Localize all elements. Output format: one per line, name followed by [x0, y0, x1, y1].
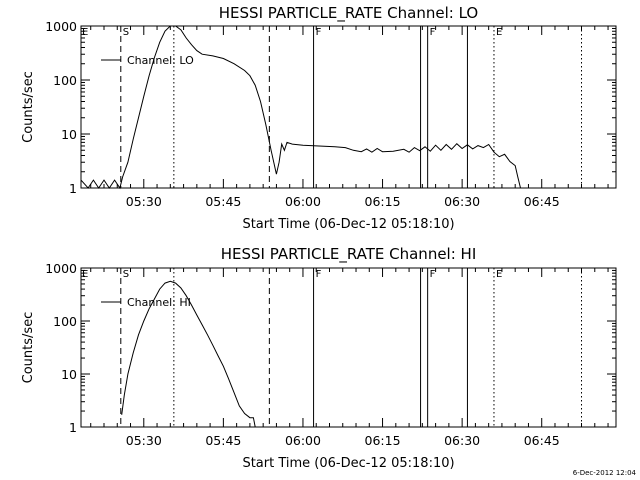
panel-1-y-axis-label: Counts/sec	[21, 71, 36, 143]
panel-1: HESSI PARTICLE_RATE Channel: LO 1 10 100 100…	[21, 4, 617, 232]
panel-1-x-tick-label: 06:00	[285, 194, 321, 209]
panel-2-left-flag: E	[82, 269, 88, 280]
panel-2-y-axis-label: Counts/sec	[21, 312, 36, 384]
panel-2-event-flag-6: F	[430, 269, 436, 280]
panel-1-event-flag-6: F	[430, 27, 436, 38]
panel-2-legend-label: Channel: HI	[127, 296, 191, 309]
panel-1-title: HESSI PARTICLE_RATE Channel: LO	[219, 4, 478, 23]
panel-1-x-tick-label: 06:45	[524, 194, 560, 209]
panel-2-y-tick-label: 10	[61, 367, 77, 382]
panel-1-y-tick-label: 1	[69, 181, 77, 196]
panel-1-series-line-1	[80, 25, 521, 190]
panel-2-frame	[80, 267, 617, 428]
panel-1-left-flag: E	[82, 27, 88, 38]
panel-2-x-tick-label: 06:15	[365, 433, 401, 448]
panel-1-x-tick-label: 06:30	[444, 194, 480, 209]
panel-1-y-tick-label: 100	[53, 73, 77, 88]
panel-1-x-tick-label: 05:30	[126, 194, 162, 209]
panel-2-series-line-1	[121, 280, 256, 428]
panel-2: HESSI PARTICLE_RATE Channel: HI 1 10 100 100…	[21, 245, 617, 471]
panel-1-legend-label: Channel: LO	[127, 54, 194, 67]
panel-2-x-axis-label: Start Time (06-Dec-12 05:18:10)	[242, 456, 454, 471]
footer-timestamp: 6-Dec-2012 12:04	[573, 469, 637, 477]
panel-2-event-flag-1: S	[123, 269, 129, 280]
panel-2-x-tick-label: 06:00	[285, 433, 321, 448]
panel-2-y-tick-label: 1000	[45, 261, 77, 276]
panel-1-y-tick-label: 10	[61, 127, 77, 142]
panel-2-event-flag-8: E	[496, 269, 502, 280]
panel-2-event-flag-4: F	[316, 269, 322, 280]
panel-1-y-tick-label: 1000	[45, 19, 77, 34]
panel-1-x-tick-label: 05:45	[205, 194, 241, 209]
panel-1-x-axis-label: Start Time (06-Dec-12 05:18:10)	[242, 217, 454, 232]
panel-2-y-tick-label: 100	[53, 314, 77, 329]
panel-2-x-tick-label: 06:30	[444, 433, 480, 448]
panel-1-event-flag-4: F	[316, 27, 322, 38]
panel-2-title: HESSI PARTICLE_RATE Channel: HI	[221, 245, 477, 264]
panel-2-x-tick-label: 06:45	[524, 433, 560, 448]
panel-2-y-tick-label: 1	[69, 420, 77, 435]
panel-1-x-tick-label: 06:15	[365, 194, 401, 209]
panel-2-x-tick-label: 05:45	[205, 433, 241, 448]
panel-1-event-flag-8: E	[496, 27, 502, 38]
panel-1-event-flag-1: S	[123, 27, 129, 38]
panel-1-frame	[80, 25, 617, 189]
panel-2-x-tick-label: 05:30	[126, 433, 162, 448]
